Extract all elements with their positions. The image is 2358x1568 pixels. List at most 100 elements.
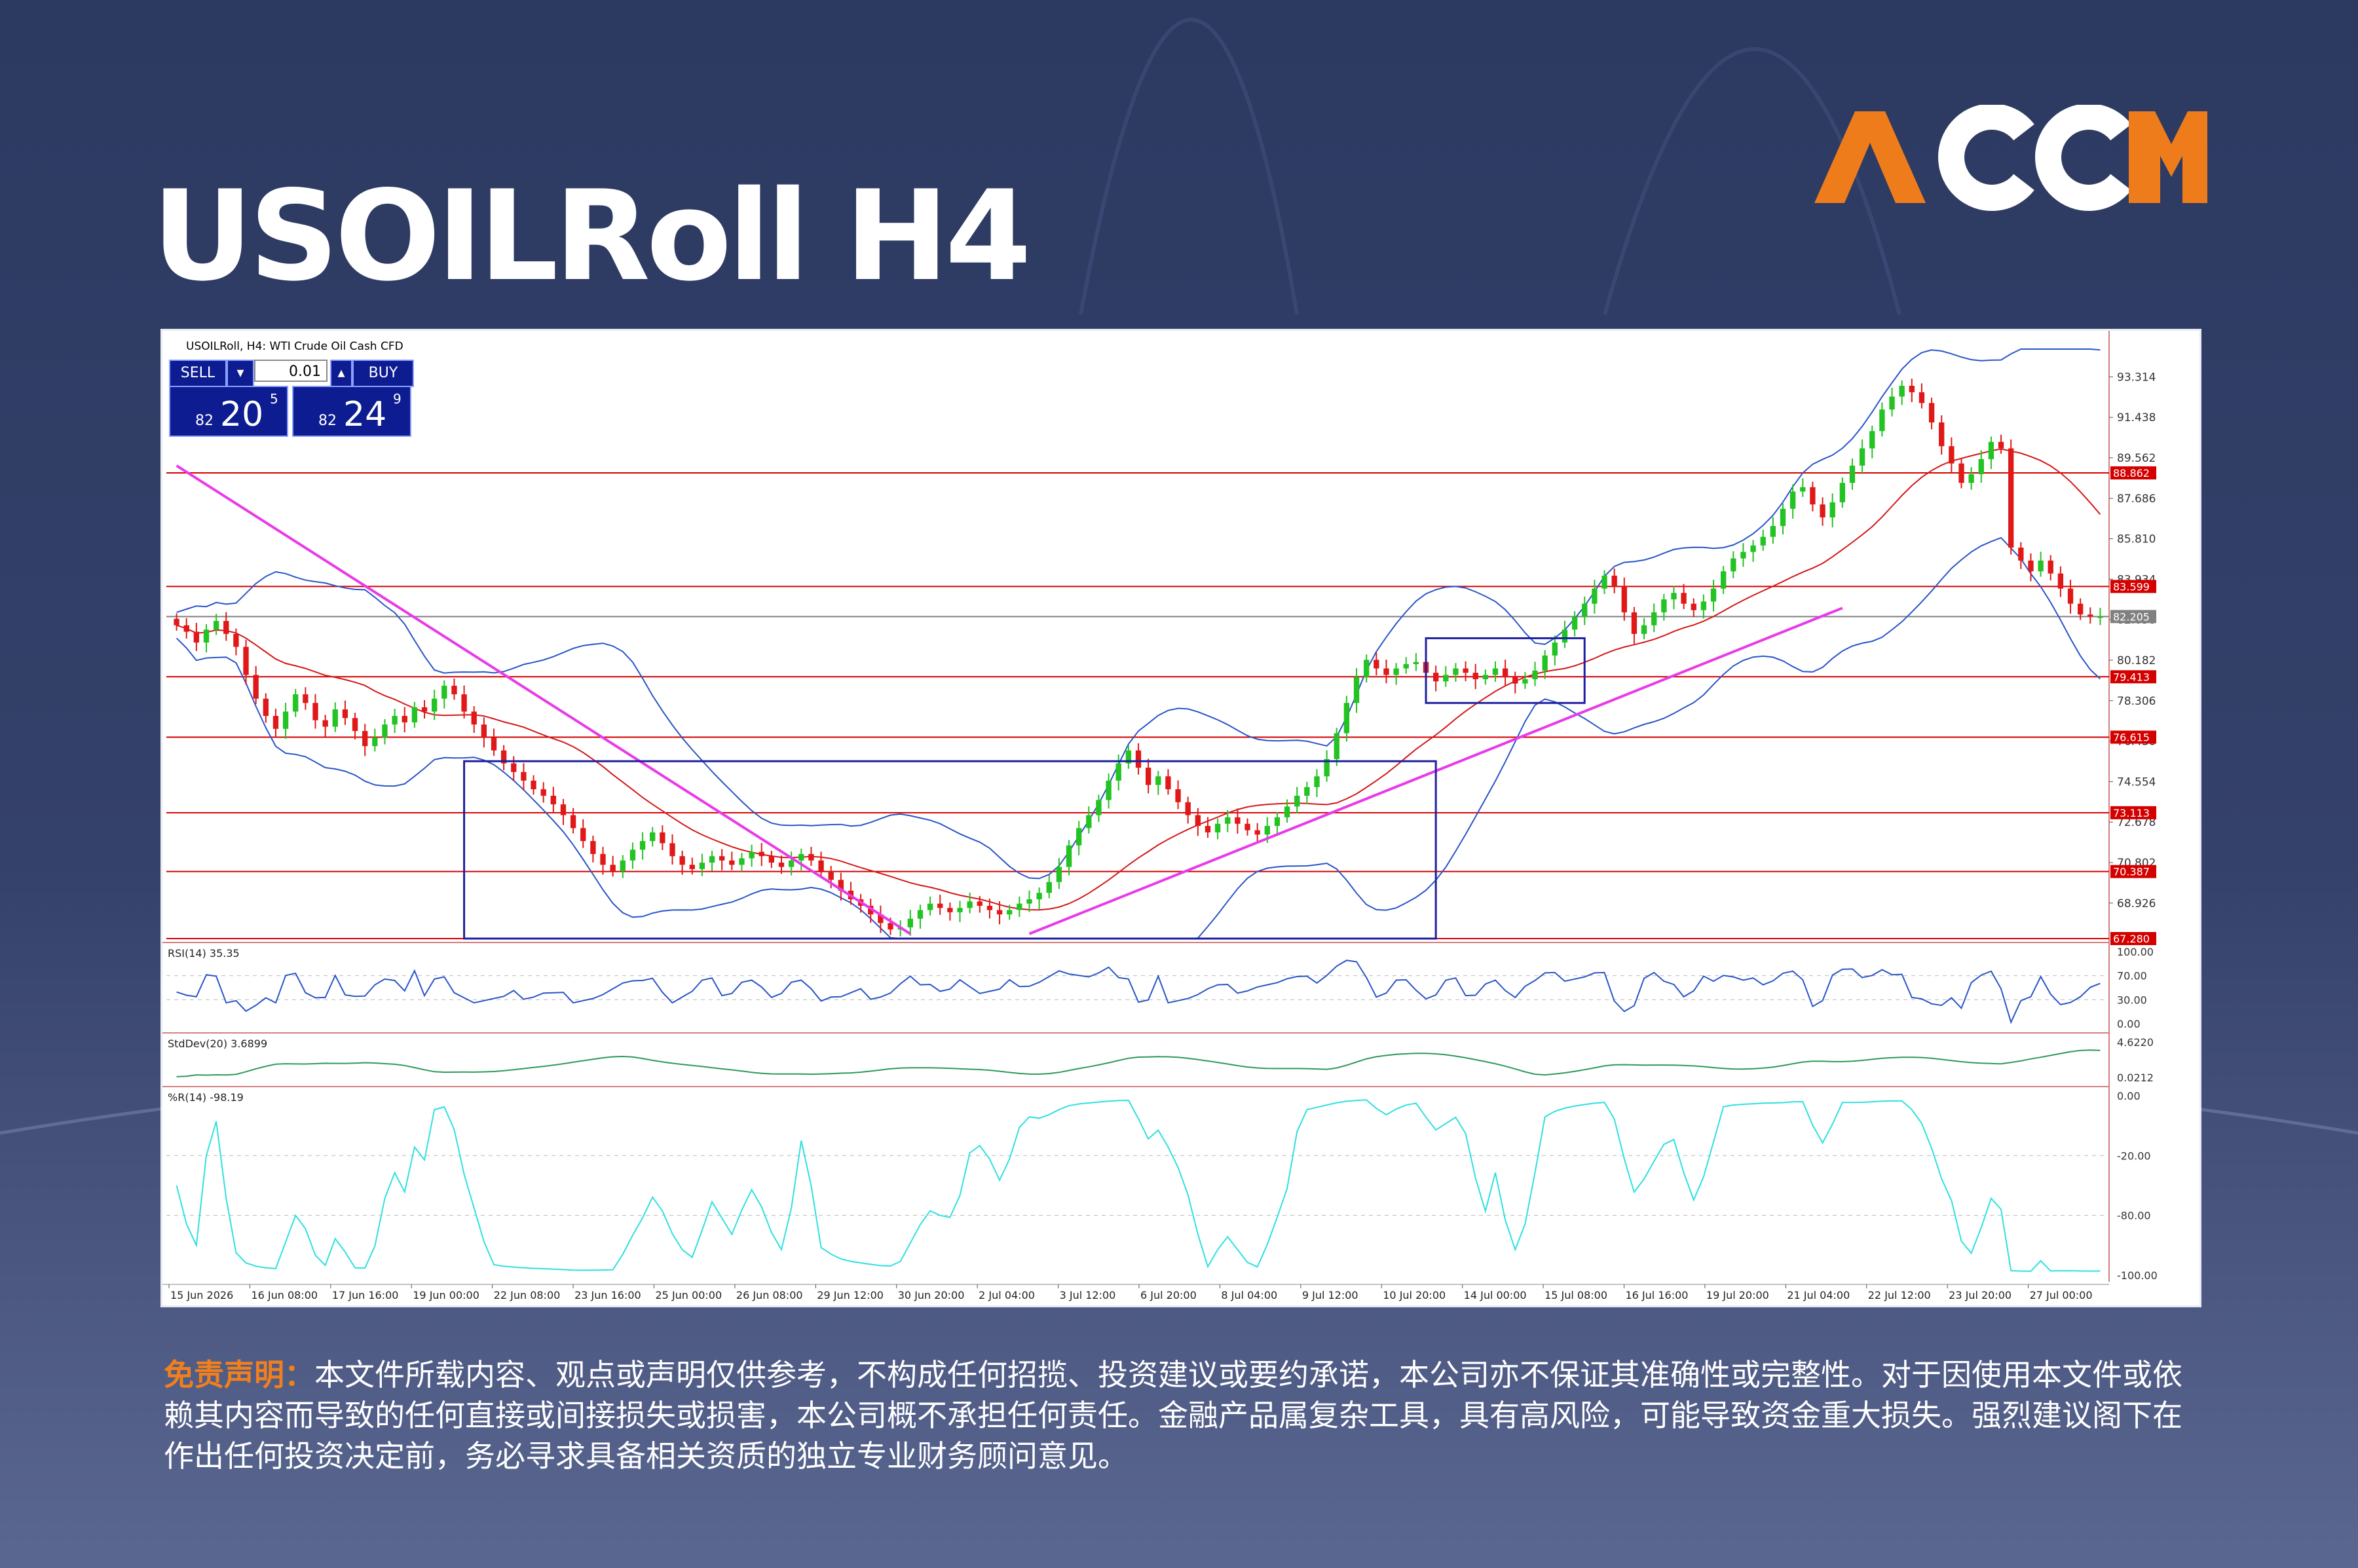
- candle-body: [362, 731, 368, 747]
- buy-price-main: 24: [343, 395, 387, 434]
- candle-body: [798, 853, 804, 861]
- candle-body: [1740, 551, 1746, 559]
- candle-body: [1592, 588, 1598, 604]
- candle-body: [1710, 588, 1717, 602]
- chart-panel[interactable]: 93.31491.43889.56287.68685.81083.93482.0…: [160, 329, 2201, 1307]
- candle-body: [1026, 899, 1032, 904]
- time-tick-label: 8 Jul 04:00: [1221, 1289, 1277, 1301]
- candle-body: [1899, 386, 1905, 397]
- buy-button[interactable]: BUY: [352, 360, 414, 387]
- candle-body: [1611, 575, 1617, 587]
- level-label: 79.413: [2113, 671, 2150, 683]
- candle-body: [1244, 823, 1250, 831]
- candle-body: [233, 633, 239, 647]
- candle-body: [1086, 815, 1092, 829]
- candle-body: [1145, 768, 1151, 785]
- level-label: 76.615: [2113, 731, 2150, 743]
- candle-body: [1036, 893, 1042, 900]
- time-tick-label: 15 Jun 2026: [170, 1289, 233, 1301]
- bollinger-upper-band: [176, 348, 2101, 880]
- candle-body: [1760, 536, 1766, 546]
- candle-body: [481, 724, 487, 737]
- candle-body: [1641, 625, 1647, 634]
- candle-body: [1374, 660, 1379, 669]
- trendline: [176, 464, 911, 935]
- candle-body: [1562, 629, 1568, 643]
- disclaimer-text: 本文件所载内容、观点或声明仅供参考，不构成任何招揽、投资建议或要约承诺，本公司亦…: [164, 1357, 2182, 1474]
- candle-body: [986, 905, 993, 910]
- candle-body: [1968, 474, 1974, 483]
- candle-body: [907, 918, 913, 927]
- indicator-tick-label: -20.00: [2117, 1149, 2151, 1162]
- indicator-tick-label: 0.0212: [2117, 1072, 2154, 1084]
- time-tick-label: 22 Jul 12:00: [1868, 1289, 1931, 1301]
- candle-body: [1998, 441, 2004, 449]
- indicator-label: RSI(14) 35.35: [168, 947, 240, 960]
- candle-body: [1432, 673, 1439, 682]
- time-tick-label: 6 Jul 20:00: [1140, 1289, 1197, 1301]
- indicator-tick-label: 4.6220: [2117, 1036, 2154, 1049]
- candle-body: [1681, 593, 1687, 604]
- one-click-trading-panel[interactable]: SELL ▾ 0.01 ▴ BUY 82 20 5 82 24 9: [169, 360, 414, 438]
- time-tick-label: 27 Jul 00:00: [2030, 1289, 2093, 1301]
- lot-down-icon[interactable]: ▾: [227, 360, 254, 387]
- candle-body: [1621, 586, 1627, 612]
- candle-body: [1671, 593, 1677, 600]
- chart-symbol-label: USOILRoll, H4: WTI Crude Oil Cash CFD: [186, 340, 403, 353]
- candle-body: [1859, 448, 1865, 466]
- candle-body: [1383, 668, 1389, 675]
- candle-body: [1522, 679, 1528, 684]
- indicator-label: %R(14) -98.19: [168, 1091, 244, 1104]
- candle-body: [2018, 548, 2024, 561]
- lot-up-icon[interactable]: ▴: [330, 360, 352, 387]
- candle-body: [1800, 487, 1806, 492]
- candle-body: [491, 737, 497, 751]
- candle-body: [967, 901, 973, 908]
- candle-body: [1393, 668, 1399, 675]
- candle-body: [500, 750, 507, 764]
- candle-body: [2097, 616, 2103, 618]
- candle-body: [1453, 668, 1459, 675]
- candle-body: [1205, 826, 1211, 832]
- candle-body: [828, 871, 834, 880]
- candle-body: [1770, 526, 1776, 537]
- time-tick-label: 21 Jul 04:00: [1787, 1289, 1850, 1301]
- time-tick-label: 23 Jul 20:00: [1949, 1289, 2012, 1301]
- candle-body: [352, 718, 358, 732]
- price-tick-label: 93.314: [2117, 371, 2156, 384]
- candle-body: [719, 856, 725, 861]
- time-tick-label: 26 Jun 08:00: [736, 1289, 803, 1301]
- candle-body: [1165, 776, 1171, 790]
- candle-body: [372, 737, 378, 747]
- candle-body: [758, 851, 764, 857]
- buy-price[interactable]: 82 24 9: [292, 386, 411, 437]
- candle-body: [1235, 817, 1241, 824]
- candle-body: [1869, 431, 1875, 449]
- sell-button[interactable]: SELL: [169, 360, 227, 387]
- candle-body: [282, 711, 289, 729]
- candle-body: [1691, 603, 1696, 610]
- time-tick-label: 2 Jul 04:00: [979, 1289, 1035, 1301]
- lot-size-input[interactable]: 0.01: [254, 360, 328, 382]
- level-label-bg: [2110, 580, 2156, 593]
- candle-body: [1661, 599, 1667, 612]
- level-label-bg: [2110, 932, 2156, 945]
- level-label: 73.113: [2113, 807, 2150, 819]
- time-tick-label: 3 Jul 12:00: [1060, 1289, 1116, 1301]
- candle-body: [540, 789, 546, 796]
- candle-body: [332, 709, 338, 727]
- candle-body: [1532, 670, 1538, 680]
- candle-body: [957, 908, 963, 912]
- price-tick-label: 68.926: [2117, 897, 2156, 910]
- candle-body: [293, 694, 299, 712]
- time-tick-label: 16 Jun 08:00: [251, 1289, 318, 1301]
- candle-body: [2048, 560, 2053, 574]
- sell-price-main: 20: [220, 395, 264, 434]
- buy-price-prefix: 82: [318, 413, 337, 429]
- price-chart[interactable]: 93.31491.43889.56287.68685.81083.93482.0…: [162, 331, 2199, 1305]
- sell-price[interactable]: 82 20 5: [169, 386, 288, 437]
- candle-body: [213, 621, 219, 630]
- candle-body: [243, 646, 249, 675]
- candle-body: [1601, 575, 1607, 589]
- candle-body: [441, 685, 447, 699]
